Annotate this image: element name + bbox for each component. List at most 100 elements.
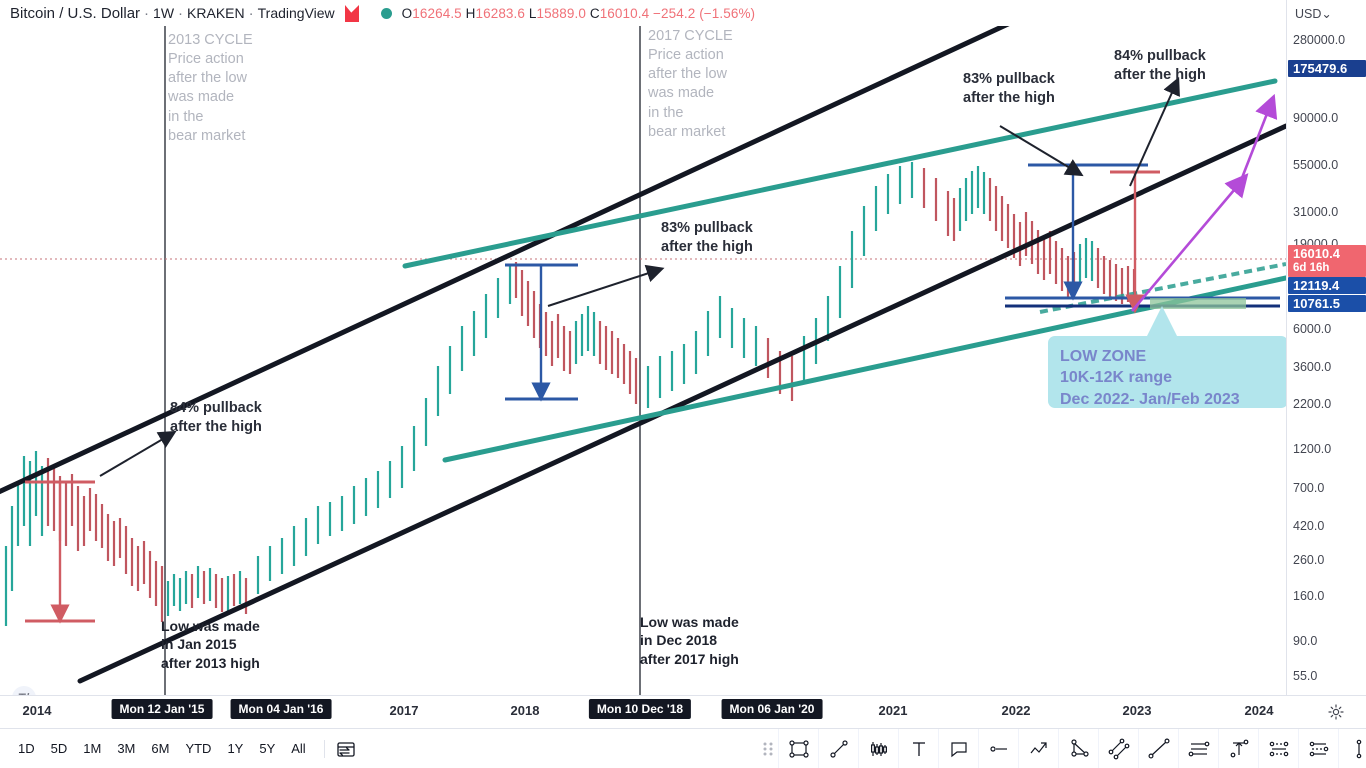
time-tick: 2024 — [1244, 703, 1274, 718]
text-tool-icon[interactable] — [898, 729, 938, 768]
header-sep-3: · — [248, 4, 254, 22]
currency-label: USD — [1295, 7, 1322, 21]
currency-selector[interactable]: USD⌄ — [1295, 6, 1332, 21]
black-channel[interactable] — [0, 26, 1286, 684]
ohlc-change: −254.2 — [653, 5, 696, 21]
arrow-83-pullback-2017 — [547, 264, 665, 307]
level-tag-12119[interactable]: 12119.4 — [1288, 277, 1366, 294]
time-tick: 2022 — [1001, 703, 1031, 718]
price-tick: 90.0 — [1293, 634, 1318, 648]
low-zone-callout[interactable] — [1048, 336, 1288, 408]
timeframe-button-1m[interactable]: 1M — [75, 737, 109, 760]
black-channel-upper — [0, 26, 1010, 495]
triangle-tool-icon[interactable] — [1058, 729, 1098, 768]
parallel-channel-tool-icon[interactable] — [1098, 729, 1138, 768]
purple-forecast-path[interactable] — [1131, 93, 1278, 312]
price-tag-value: 16010.4 — [1293, 246, 1340, 261]
drag-grip-icon[interactable] — [758, 729, 778, 768]
tradingview-logo-glyph: T/ — [19, 691, 30, 695]
price-tick: 6000.0 — [1293, 322, 1332, 336]
price-tick: 160.0 — [1293, 589, 1325, 603]
price-tick: 90000.0 — [1293, 111, 1339, 125]
ohlc-high-value: 16283.6 — [475, 5, 525, 21]
price-tick: 55.0 — [1293, 669, 1318, 683]
measure-83-pullback-2017[interactable] — [505, 263, 578, 402]
interval-label[interactable]: 1W — [153, 5, 175, 21]
symbol-title[interactable]: Bitcoin / U.S. Dollar — [10, 4, 141, 22]
green-channel-lower — [442, 275, 1286, 463]
timeframe-button-1d[interactable]: 1D — [10, 737, 43, 760]
source-label: TradingView — [257, 5, 335, 21]
time-tick-highlighted: Mon 04 Jan '16 — [230, 699, 332, 719]
trend-line-tool-icon[interactable] — [818, 729, 858, 768]
timeframe-button-ytd[interactable]: YTD — [177, 737, 219, 760]
date-range-icon[interactable] — [335, 738, 357, 760]
price-tick: 55000.0 — [1293, 158, 1339, 172]
arrow-83-pullback-2021 — [999, 125, 1084, 177]
status-dot-icon — [380, 7, 392, 19]
gear-icon[interactable] — [1328, 704, 1344, 720]
bottom-toolbar: 1D 5D 1M 3M 6M YTD 1Y 5Y All — [0, 728, 1366, 768]
timeframe-button-5y[interactable]: 5Y — [251, 737, 283, 760]
lowzone-callout-tail — [1146, 306, 1178, 338]
ohlc-close-label: C — [589, 5, 600, 21]
ray-tool-icon[interactable] — [1138, 729, 1178, 768]
timeframe-button-6m[interactable]: 6M — [143, 737, 177, 760]
measure-84-pullback-2021[interactable] — [1110, 170, 1160, 314]
callout-tool-icon[interactable] — [938, 729, 978, 768]
timeframe-button-3m[interactable]: 3M — [109, 737, 143, 760]
low-zone-callout-text: LOW ZONE 10K-12K range Dec 2022- Jan/Feb… — [1060, 348, 1240, 408]
ohlc-open-value: 16264.5 — [412, 5, 462, 21]
price-tick: 31000.0 — [1293, 205, 1339, 219]
chevron-down-icon: ⌄ — [1321, 7, 1332, 21]
chart-canvas — [0, 26, 1286, 695]
ohlc-change-pct: (−1.56%) — [699, 5, 756, 21]
time-tick-highlighted: Mon 06 Jan '20 — [721, 699, 823, 719]
timeframe-group: 1D 5D 1M 3M 6M YTD 1Y 5Y All — [0, 737, 314, 760]
green-channel[interactable] — [402, 78, 1286, 463]
time-scale[interactable]: 2014 Mon 12 Jan '15 Mon 04 Jan '16 2017 2018… — [0, 695, 1366, 728]
ohlc-low-value: 15889.0 — [536, 5, 586, 21]
pitchfork-tool-icon[interactable] — [1258, 729, 1298, 768]
drawing-tools-group — [758, 729, 1366, 768]
last-price-tag[interactable]: 16010.4 6d 16h — [1288, 245, 1366, 277]
pattern-tool-icon[interactable] — [858, 729, 898, 768]
tradingview-logo-icon: T/ — [12, 686, 36, 695]
time-tick: 2017 — [389, 703, 419, 718]
ohlc-high-label: H — [465, 5, 476, 21]
measure-84-pullback-2013[interactable] — [25, 480, 95, 624]
gann-fan-tool-icon[interactable] — [1298, 729, 1338, 768]
time-tick: 2018 — [510, 703, 540, 718]
time-tick-highlighted: Mon 10 Dec '18 — [588, 699, 692, 719]
fib-retracement-tool-icon[interactable] — [1178, 729, 1218, 768]
price-tag-value: 175479.6 — [1293, 61, 1348, 76]
ohlc-open-label: O — [401, 5, 413, 21]
ohlc-close-value: 16010.4 — [599, 5, 650, 21]
chart-header: Bitcoin / U.S. Dollar · 1W · KRAKEN · Tr… — [0, 0, 1366, 26]
price-scale[interactable]: USD⌄ 280000.0 90000.0 55000.0 31000.0 19000.… — [1286, 0, 1366, 695]
timeframe-button-5d[interactable]: 5D — [43, 737, 76, 760]
zigzag-arrow-tool-icon[interactable] — [1018, 729, 1058, 768]
price-tick: 3600.0 — [1293, 360, 1332, 374]
green-channel-lower-dashed — [1039, 262, 1286, 314]
horizontal-line-tool-icon[interactable] — [978, 729, 1018, 768]
timeframe-button-1y[interactable]: 1Y — [219, 737, 251, 760]
target-price-tag[interactable]: 175479.6 — [1288, 60, 1366, 77]
toolbar-divider — [323, 739, 325, 758]
price-tick: 420.0 — [1293, 519, 1325, 533]
exchange-label[interactable]: KRAKEN — [187, 5, 245, 21]
measure-tool-icon[interactable] — [1218, 729, 1258, 768]
price-tick: 280000.0 — [1293, 33, 1346, 47]
black-channel-lower — [77, 123, 1286, 684]
timeframe-button-all[interactable]: All — [283, 737, 313, 760]
ohlc-low-label: L — [528, 5, 537, 21]
tradingview-flag-icon — [345, 5, 359, 22]
price-tag-countdown: 6d 16h — [1293, 262, 1330, 274]
level-tag-10761[interactable]: 10761.5 — [1288, 295, 1366, 312]
price-tag-value: 12119.4 — [1293, 278, 1340, 293]
price-tag-value: 10761.5 — [1293, 296, 1340, 311]
ohlc-readout: O16264.5 H16283.6 L15889.0 C16010.4 −254… — [402, 6, 755, 21]
long-position-tool-icon[interactable] — [1338, 729, 1366, 768]
rectangle-tool-icon[interactable] — [778, 729, 818, 768]
